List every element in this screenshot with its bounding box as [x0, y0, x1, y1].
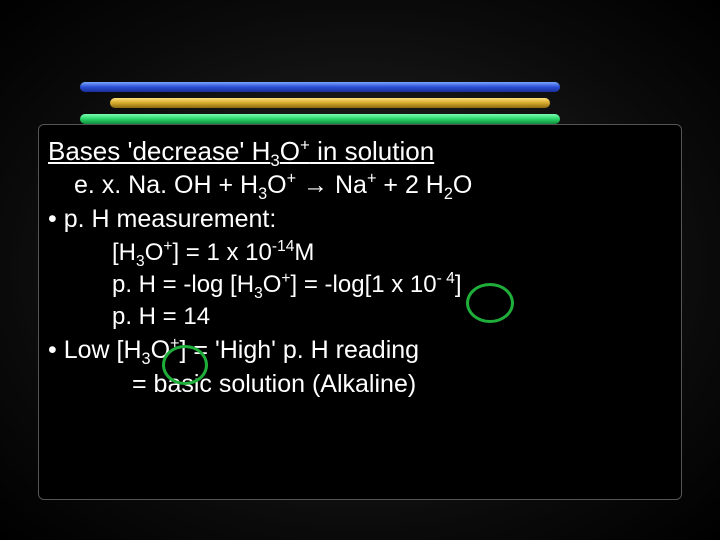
ph-sub: 3: [254, 285, 263, 302]
conc-prefix: [H: [112, 239, 136, 266]
eq1-sup1: +: [287, 170, 297, 188]
slide-title: Bases 'decrease' H3O+ in solution: [48, 134, 672, 169]
highlight-circle-ph14: [162, 345, 208, 385]
ph-result-line: p. H = 14: [112, 301, 672, 333]
title-text: Bases 'decrease' H: [48, 136, 270, 166]
ph-formula-line: p. H = -log [H3O+] = -log[1 x 10- 4]: [112, 269, 672, 301]
basic-solution-line: = basic solution (Alkaline): [132, 368, 672, 402]
conc-exp: -14: [272, 238, 295, 255]
low-sub: 3: [142, 350, 151, 368]
eq1-mid1: O: [267, 171, 286, 199]
eq1-prefix: e. x. Na. OH + H: [74, 171, 258, 199]
example-equation: e. x. Na. OH + H3O+ → Na+ + 2 H2O: [74, 169, 672, 203]
conc-unit: M: [294, 239, 314, 266]
low-suffix: ] = 'High' p. H reading: [180, 336, 420, 364]
conc-eq: ] = 1 x 10: [172, 239, 271, 266]
ph-mid2: ] = -log[1 x 10: [291, 271, 437, 298]
bullet-ph-measurement: • p. H measurement:: [48, 203, 672, 237]
concentration-line: [H3O+] = 1 x 10-14M: [112, 237, 672, 269]
title-sub: 3: [270, 151, 279, 170]
highlight-circle-exponent: [466, 283, 514, 323]
eq1-mid2: + 2 H: [376, 171, 443, 199]
conc-sub: 3: [136, 252, 145, 269]
ph-prefix: p. H = -log [H: [112, 271, 254, 298]
eq1-arrow: → Na: [296, 171, 367, 199]
eq1-sub1: 3: [258, 185, 267, 203]
conc-mid: O: [145, 239, 164, 266]
ph-exp: - 4: [437, 270, 455, 287]
eq1-suffix: O: [453, 171, 472, 199]
accent-bar-blue: [80, 82, 560, 92]
ph-suffix: ]: [455, 271, 462, 298]
low-prefix: • Low [H: [48, 336, 142, 364]
eq1-sub2: 2: [444, 185, 453, 203]
title-suffix: in solution: [310, 136, 434, 166]
accent-bar-green: [80, 114, 560, 124]
title-mid: O: [280, 136, 300, 166]
ph-sup: +: [281, 270, 290, 287]
accent-bar-gold: [110, 98, 550, 108]
title-sup: +: [300, 135, 310, 154]
slide-content: Bases 'decrease' H3O+ in solution e. x. …: [48, 134, 672, 401]
bullet-low-concentration: • Low [H3O+] = 'High' p. H reading: [48, 334, 672, 368]
ph-mid: O: [263, 271, 282, 298]
